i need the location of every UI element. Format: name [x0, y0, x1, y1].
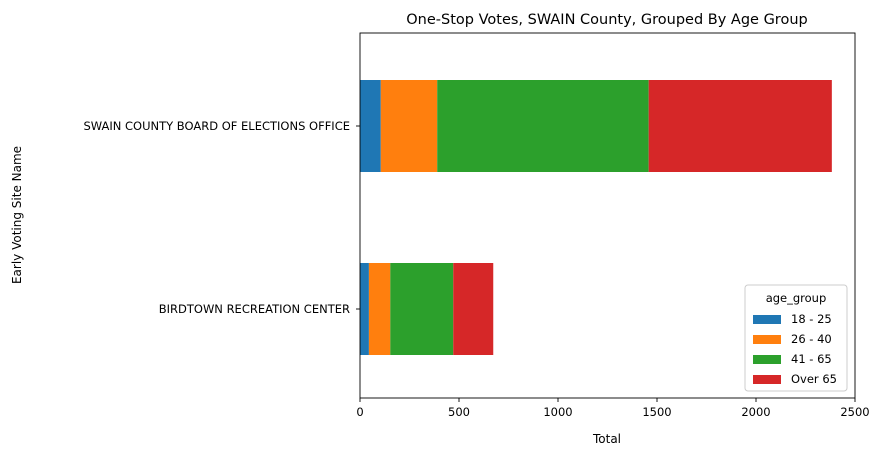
legend-label: 41 - 65	[791, 352, 832, 366]
x-axis: 0 500 1000 1500 2000 2500	[356, 398, 870, 419]
bar-0-1	[380, 80, 438, 172]
bar-1-2	[390, 263, 454, 355]
x-tick-label: 500	[448, 405, 470, 419]
bar-0-3	[648, 80, 832, 172]
y-tick-label: BIRDTOWN RECREATION CENTER	[159, 302, 350, 316]
y-axis-label: Early Voting Site Name	[10, 146, 24, 284]
bar-1-1	[368, 263, 391, 355]
bar-1-0	[360, 263, 369, 355]
legend-label: 18 - 25	[791, 312, 832, 326]
bar-0-0	[360, 80, 381, 172]
legend-swatch	[753, 315, 781, 324]
legend-label: 26 - 40	[791, 332, 832, 346]
plot-frame	[359, 32, 856, 399]
bar-1-3	[453, 263, 494, 355]
x-tick-label: 0	[356, 405, 363, 419]
bars	[360, 80, 832, 355]
x-tick-label: 2000	[741, 405, 770, 419]
legend-swatch	[753, 375, 781, 384]
legend: age_group 18 - 25 26 - 40 41 - 65 Over 65	[744, 284, 848, 392]
y-axis: SWAIN COUNTY BOARD OF ELECTIONS OFFICE BI…	[83, 119, 360, 316]
legend-swatch	[753, 355, 781, 364]
x-tick-label: 1500	[642, 405, 671, 419]
legend-box	[744, 284, 848, 392]
legend-label: Over 65	[791, 372, 837, 386]
bar-0-2	[437, 80, 649, 172]
x-tick-label: 1000	[543, 405, 572, 419]
x-tick-label: 2500	[840, 405, 869, 419]
x-axis-label: Total	[592, 432, 621, 446]
legend-swatch	[753, 335, 781, 344]
legend-title: age_group	[766, 291, 827, 305]
y-tick-label: SWAIN COUNTY BOARD OF ELECTIONS OFFICE	[83, 119, 350, 133]
chart-title: One-Stop Votes, SWAIN County, Grouped By…	[406, 12, 807, 28]
